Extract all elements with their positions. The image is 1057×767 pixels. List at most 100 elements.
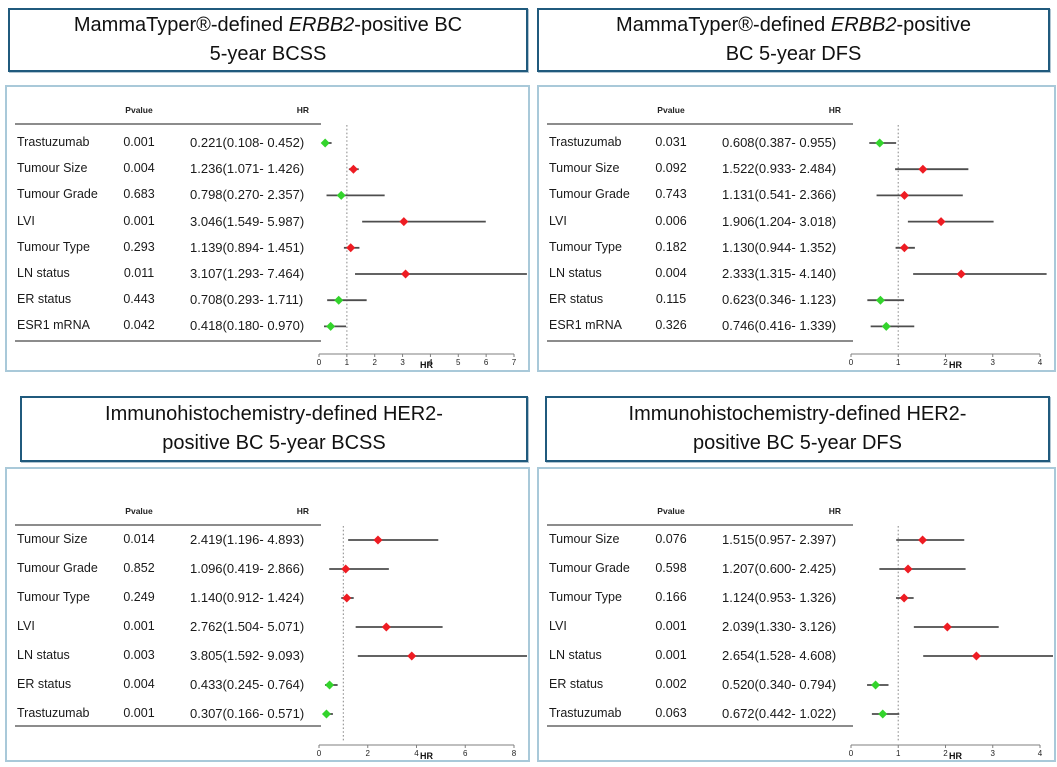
panel-title-text: MammaTyper®-defined ERBB2-positive BC 5-y… <box>74 11 462 69</box>
row-hr-ci: 3.107(1.293- 7.464) <box>190 266 305 281</box>
row-hr-ci: 2.039(1.330- 3.126) <box>722 619 837 634</box>
row-pvalue: 0.182 <box>655 239 687 254</box>
row-hr-ci: 1.140(0.912- 1.424) <box>190 590 305 605</box>
column-header-hr: HR <box>296 506 309 516</box>
forest-panel-mammatyper-bcss: Pvalue HR Trastuzumab 0.001 0.221(0.108- 0.4… <box>5 85 530 372</box>
row-pvalue: 0.076 <box>655 532 687 546</box>
row-hr-ci: 0.221(0.108- 0.452) <box>190 135 305 150</box>
column-header-hr: HR <box>828 105 841 115</box>
hr-point-marker-red <box>956 269 966 279</box>
forest-panel-ihc-bcss: Pvalue HR Tumour Size 0.014 2.419(1.196- 4.8… <box>5 467 530 762</box>
row-hr-ci: 0.520(0.340- 0.794) <box>722 677 837 692</box>
row-label: LVI <box>17 619 35 633</box>
hr-point-marker-red <box>899 190 909 200</box>
row-label: Tumour Type <box>549 590 622 604</box>
hr-point-marker-green <box>875 295 885 305</box>
row-hr-ci: 0.708(0.293- 1.711) <box>190 292 304 308</box>
x-axis-tick-label: 1 <box>896 749 901 758</box>
row-label: Tumour Grade <box>17 561 98 575</box>
hr-point-marker-green <box>878 709 888 719</box>
row-label: ESR1 mRNA <box>549 318 622 333</box>
x-axis-label-hr: HR <box>420 751 433 760</box>
row-pvalue: 0.249 <box>123 590 155 604</box>
x-axis-tick-label: 6 <box>463 749 468 758</box>
hr-point-marker-red <box>899 593 909 603</box>
row-label: Tumour Type <box>549 239 622 254</box>
row-hr-ci: 1.130(0.944- 1.352) <box>722 239 837 255</box>
panel-title-ihc-dfs: Immunohistochemistry-defined HER2- positi… <box>545 396 1050 462</box>
row-pvalue: 0.004 <box>655 266 687 280</box>
title-segment: positive BC 5-year BCSS <box>162 432 386 454</box>
row-pvalue: 0.443 <box>123 292 155 307</box>
forest-plot: 0 1 2 3 4 5 6 7 HR <box>317 125 527 370</box>
title-segment: -positive BC <box>354 14 463 36</box>
row-label: ER status <box>17 677 72 691</box>
row-hr-ci: 0.798(0.270- 2.357) <box>190 187 305 203</box>
forest-panel-mammatyper-dfs: Pvalue HR Trastuzumab 0.031 0.608(0.387- 0.9… <box>537 85 1056 372</box>
panel-title-text: MammaTyper®-defined ERBB2-positive BC 5-y… <box>616 11 971 69</box>
row-hr-ci: 2.419(1.196- 4.893) <box>190 532 305 547</box>
row-pvalue: 0.001 <box>123 706 155 720</box>
hr-point-marker-red <box>936 217 946 227</box>
x-axis-tick-label: 4 <box>414 749 419 758</box>
hr-point-marker-red <box>348 164 358 174</box>
hr-point-marker-red <box>918 164 928 174</box>
row-label: Trastuzumab <box>549 706 622 720</box>
x-axis-tick-label: 2 <box>943 749 948 758</box>
panel-title-text: Immunohistochemistry-defined HER2- positi… <box>105 400 443 458</box>
row-pvalue: 0.004 <box>123 161 155 176</box>
row-label: Tumour Grade <box>549 561 630 575</box>
row-label: Tumour Size <box>17 161 88 176</box>
row-pvalue: 0.002 <box>655 677 687 691</box>
row-hr-ci: 0.623(0.346- 1.123) <box>722 292 837 308</box>
hr-point-marker-green <box>871 680 881 690</box>
forest-plot: 0 1 2 3 4 HR <box>849 125 1047 370</box>
title-segment: 5-year BCSS <box>209 43 327 65</box>
row-pvalue: 0.743 <box>655 187 687 202</box>
row-hr-ci: 2.333(1.315- 4.140) <box>722 266 837 281</box>
row-pvalue: 0.001 <box>655 648 687 662</box>
row-pvalue: 0.598 <box>655 561 687 575</box>
row-hr-ci: 0.608(0.387- 0.955) <box>722 135 837 150</box>
bottom-rule <box>15 725 321 727</box>
hr-point-marker-red <box>342 593 352 603</box>
row-pvalue: 0.001 <box>123 619 155 633</box>
row-pvalue: 0.042 <box>123 318 155 333</box>
x-axis-tick-label: 2 <box>943 358 948 367</box>
x-axis-tick-label: 0 <box>849 749 854 758</box>
x-axis-tick-label: 4 <box>428 358 433 367</box>
panel-title-mammatyper-dfs: MammaTyper®-defined ERBB2-positive BC 5-y… <box>537 8 1050 72</box>
row-label: LN status <box>549 266 602 280</box>
hr-point-marker-red <box>346 243 356 253</box>
hr-point-marker-red <box>373 535 383 545</box>
bottom-rule <box>15 340 321 342</box>
title-segment: Immunohistochemistry-defined HER2- <box>105 403 443 425</box>
row-label: Trastuzumab <box>17 135 90 149</box>
x-axis-tick-label: 3 <box>991 749 996 758</box>
header-rule <box>15 524 321 526</box>
column-header-pvalue: Pvalue <box>125 506 153 516</box>
gene-name-italic: ERBB2 <box>830 14 897 36</box>
row-pvalue: 0.003 <box>123 648 155 662</box>
row-hr-ci: 1.207(0.600- 2.425) <box>722 561 837 576</box>
header-rule <box>547 524 853 526</box>
x-axis-tick-label: 6 <box>484 358 489 367</box>
row-pvalue: 0.011 <box>123 266 155 280</box>
row-label: ER status <box>549 677 604 691</box>
header-rule <box>15 123 321 125</box>
row-pvalue: 0.326 <box>655 318 687 333</box>
row-hr-ci: 1.906(1.204- 3.018) <box>722 213 837 229</box>
title-segment: MammaTyper®-defined <box>616 14 831 36</box>
hr-point-marker-red <box>381 622 391 632</box>
x-axis-tick-label: 8 <box>512 749 517 758</box>
row-pvalue: 0.092 <box>655 161 687 176</box>
title-segment: Immunohistochemistry-defined HER2- <box>628 403 967 425</box>
row-pvalue: 0.006 <box>655 213 687 228</box>
forest-plot: 0 2 4 6 8 HR <box>317 526 527 760</box>
row-pvalue: 0.014 <box>123 532 155 546</box>
row-pvalue: 0.063 <box>655 706 687 720</box>
column-header-hr: HR <box>828 506 841 516</box>
x-axis-tick-label: 2 <box>366 749 371 758</box>
hr-point-marker-green <box>325 680 335 690</box>
hr-point-marker-red <box>401 269 411 279</box>
